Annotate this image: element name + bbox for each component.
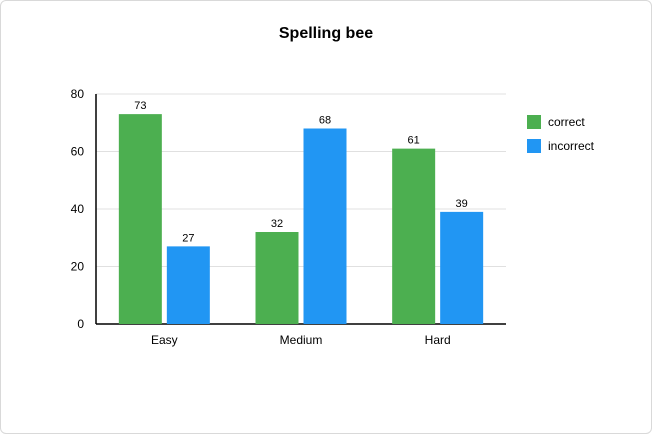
legend-swatch-correct	[527, 115, 541, 129]
y-tick-label-60: 60	[71, 145, 85, 159]
bar-incorrect-hard	[440, 211, 484, 324]
data-label-incorrect-hard: 39	[456, 198, 468, 210]
y-tick-label-0: 0	[77, 317, 84, 331]
data-label-correct-easy: 73	[134, 100, 146, 112]
x-tick-label-easy: Easy	[151, 333, 178, 347]
bar-correct-easy	[118, 114, 162, 324]
legend-swatch-incorrect	[527, 139, 541, 153]
data-label-correct-hard: 61	[408, 135, 420, 147]
x-tick-label-medium: Medium	[280, 333, 323, 347]
data-label-incorrect-easy: 27	[182, 232, 194, 244]
y-tick-label-40: 40	[71, 202, 85, 216]
x-tick-label-hard: Hard	[425, 333, 451, 347]
data-label-incorrect-medium: 68	[319, 115, 331, 127]
legend-item-correct: correct	[527, 114, 594, 130]
y-tick-label-20: 20	[71, 260, 85, 274]
bar-correct-medium	[255, 232, 299, 324]
bar-correct-hard	[392, 148, 436, 324]
chart-title: Spelling bee	[278, 25, 374, 42]
y-tick-label-80: 80	[71, 87, 85, 101]
legend-item-incorrect: incorrect	[527, 138, 594, 154]
bar-incorrect-medium	[303, 128, 347, 324]
data-label-correct-medium: 32	[271, 218, 283, 230]
legend: correct incorrect	[527, 114, 594, 162]
legend-label-incorrect: incorrect	[548, 139, 595, 153]
legend-label-correct: correct	[548, 115, 585, 129]
bar-incorrect-easy	[166, 246, 210, 324]
